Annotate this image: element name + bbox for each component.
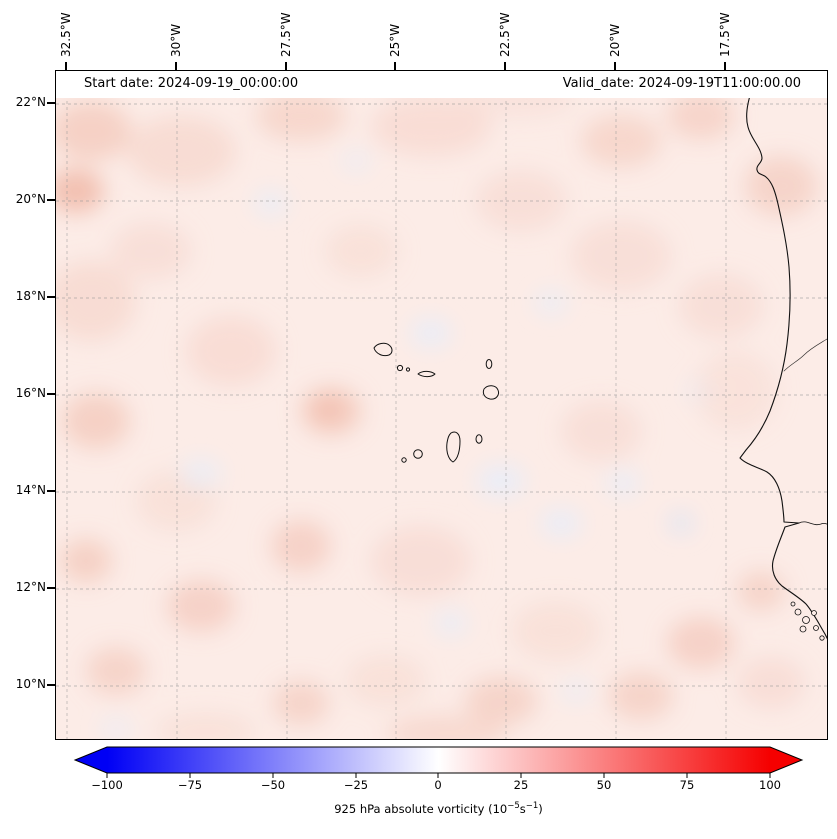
bijagos-islands bbox=[790, 601, 825, 641]
y-tick-label: 12°N bbox=[15, 580, 46, 594]
colorbar-tick-label: 50 bbox=[596, 778, 612, 792]
title-bar: Start date: 2024-09-19_00:00:00 Valid_da… bbox=[56, 71, 827, 98]
y-tick-mark bbox=[47, 490, 55, 492]
colorbar-label-exponent: −1 bbox=[525, 801, 539, 811]
y-tick-label: 14°N bbox=[15, 483, 46, 497]
coastline bbox=[739, 71, 827, 641]
colorbar-label: 925 hPa absolute vorticity (10−5s−1) bbox=[0, 801, 837, 816]
x-tick-label: 30°W bbox=[169, 23, 183, 57]
colorbar-tick-label: −100 bbox=[91, 778, 123, 792]
colorbar bbox=[73, 746, 804, 778]
y-tick-mark bbox=[47, 393, 55, 395]
x-tick-mark bbox=[724, 62, 726, 70]
colorbar-tick-label: 25 bbox=[513, 778, 529, 792]
graticule bbox=[56, 71, 827, 739]
colorbar-tick-label: −75 bbox=[177, 778, 203, 792]
y-tick-label: 10°N bbox=[15, 677, 46, 691]
x-tick-mark bbox=[394, 62, 396, 70]
gambia-river bbox=[798, 521, 827, 526]
y-tick-mark bbox=[47, 296, 55, 298]
colorbar-label-exponent: −5 bbox=[507, 801, 520, 811]
colorbar-label-text: ) bbox=[538, 801, 543, 816]
colorbar-left-arrow bbox=[75, 747, 107, 773]
y-tick-label: 18°N bbox=[15, 289, 46, 303]
valid-date-label: Valid_date: 2024-09-19T11:00:00.00 bbox=[562, 76, 801, 91]
x-tick-mark bbox=[175, 62, 177, 70]
y-tick-mark bbox=[47, 102, 55, 104]
x-tick-label: 20°W bbox=[608, 23, 622, 57]
x-tick-mark bbox=[504, 62, 506, 70]
x-tick-label: 17.5°W bbox=[718, 12, 732, 57]
senegal-river bbox=[783, 338, 827, 372]
x-tick-label: 27.5°W bbox=[279, 12, 293, 57]
start-date-label: Start date: 2024-09-19_00:00:00 bbox=[84, 76, 299, 91]
y-tick-label: 16°N bbox=[15, 386, 46, 400]
x-tick-label: 32.5°W bbox=[59, 12, 73, 57]
colorbar-tick-label: 100 bbox=[759, 778, 781, 792]
x-tick-mark bbox=[65, 62, 67, 70]
colorbar-label-text: s bbox=[519, 801, 526, 816]
colorbar-tick-label: −50 bbox=[260, 778, 286, 792]
colorbar-right-arrow bbox=[770, 747, 802, 773]
y-tick-mark bbox=[47, 199, 55, 201]
y-tick-mark bbox=[47, 587, 55, 589]
cape-verde-islands bbox=[373, 342, 499, 463]
colorbar-label-text: 925 hPa absolute vorticity (10 bbox=[334, 801, 508, 816]
x-tick-mark bbox=[285, 62, 287, 70]
y-tick-label: 20°N bbox=[15, 192, 46, 206]
x-tick-mark bbox=[614, 62, 616, 70]
x-tick-label: 22.5°W bbox=[498, 12, 512, 57]
x-tick-label: 25°W bbox=[388, 23, 402, 57]
colorbar-tick-label: 0 bbox=[434, 778, 442, 792]
vorticity-field bbox=[56, 71, 827, 739]
y-tick-mark bbox=[47, 684, 55, 686]
vorticity-contours bbox=[56, 85, 817, 739]
colorbar-gradient bbox=[107, 747, 770, 773]
colorbar-tick-marks bbox=[106, 773, 771, 778]
colorbar-tick-label: −25 bbox=[343, 778, 369, 792]
colorbar-tick-label: 75 bbox=[679, 778, 695, 792]
y-tick-label: 22°N bbox=[15, 95, 46, 109]
map-plot: Start date: 2024-09-19_00:00:00 Valid_da… bbox=[55, 70, 828, 740]
